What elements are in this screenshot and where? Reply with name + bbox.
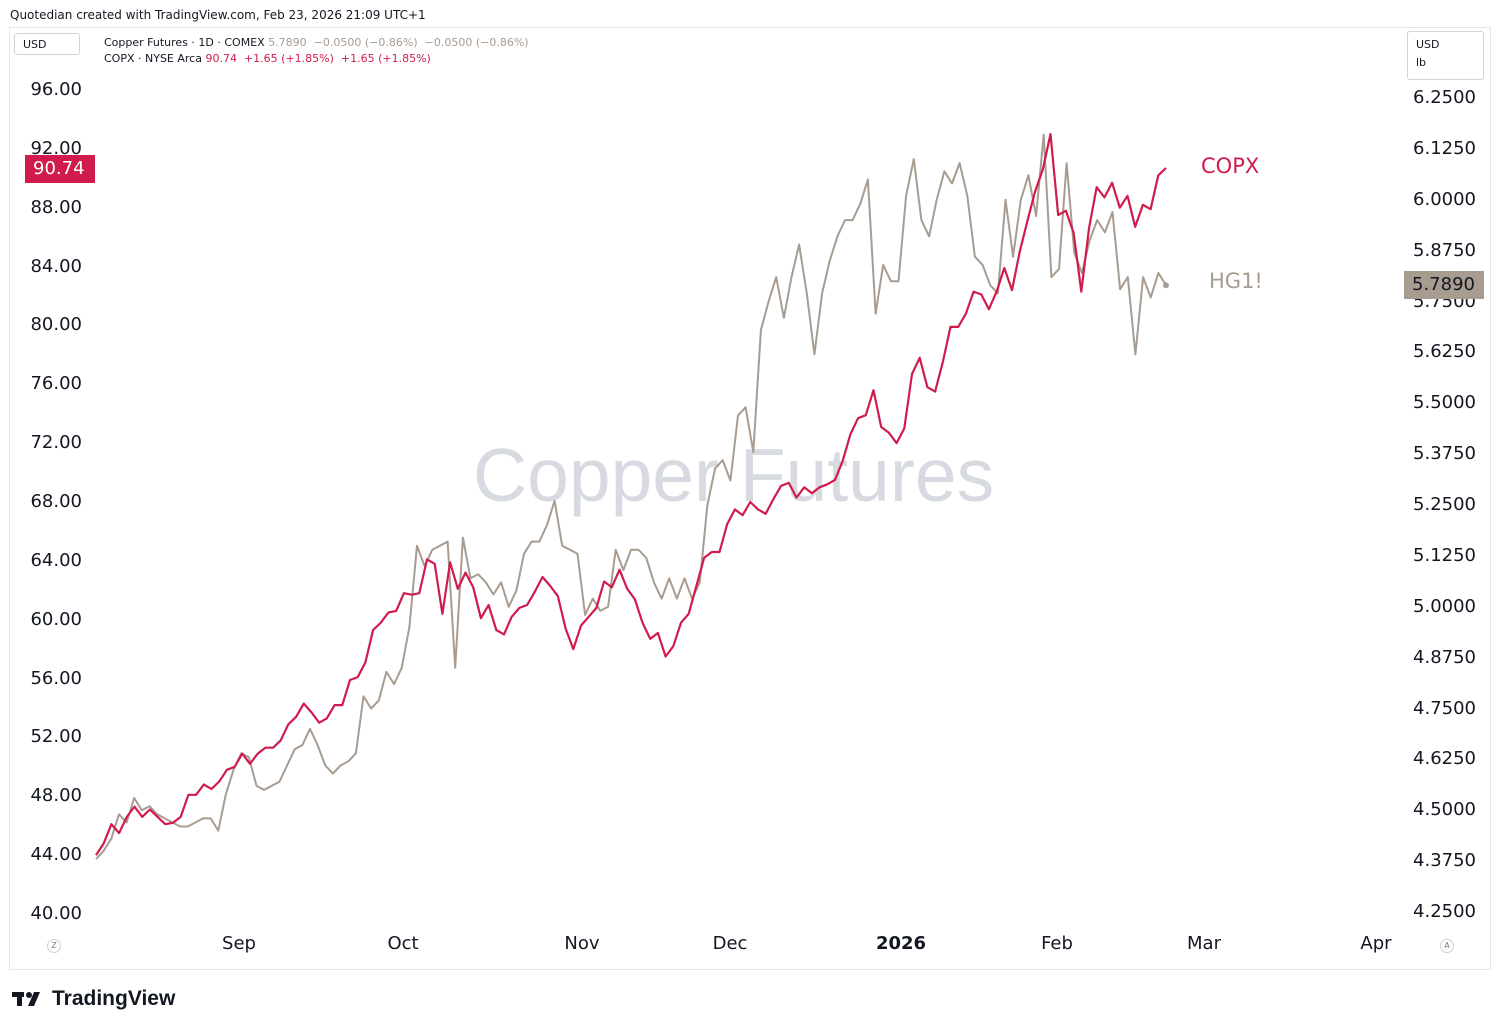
copx-last-price-badge: 90.74 [25, 155, 95, 183]
left-axis-tick: 84.00 [30, 255, 82, 277]
copx-series-line[interactable] [95, 133, 1167, 856]
copx-series-label: COPX [1201, 154, 1260, 178]
right-axis-tick: 5.5000 [1413, 392, 1476, 414]
time-axis-tick: Dec [712, 933, 748, 954]
left-axis-tick: 60.00 [30, 608, 82, 630]
tradingview-logo-text: TradingView [52, 987, 176, 1010]
time-axis-tick: Mar [1187, 933, 1221, 954]
left-axis-tick: 76.00 [30, 373, 82, 395]
left-axis-tick: 72.00 [30, 432, 82, 454]
left-axis-tick: 64.00 [30, 549, 82, 571]
legend-row-copper[interactable]: Copper Futures · 1D · COMEX 5.7890 −0.05… [104, 35, 529, 51]
legend-copper-label: Copper Futures · 1D · COMEX [104, 36, 265, 49]
left-unit-label: USD [23, 38, 47, 51]
right-axis-unit-button[interactable]: USD lb [1407, 31, 1484, 80]
left-axis-tick: 48.00 [30, 785, 82, 807]
time-axis-tick: Oct [387, 933, 419, 954]
time-axis-tick: 2026 [875, 933, 927, 954]
legend-copx-values: 90.74 +1.65 (+1.85%) +1.65 (+1.85%) [205, 52, 431, 65]
log-scale-letter: Z [51, 941, 57, 950]
right-unit-measure: lb [1416, 56, 1427, 69]
right-axis-tick: 4.5000 [1413, 799, 1476, 821]
left-axis-tick: 96.00 [30, 79, 82, 100]
auto-scale-letter: A [1444, 941, 1450, 950]
left-axis-tick: 80.00 [30, 314, 82, 336]
right-axis-tick: 5.3750 [1413, 443, 1476, 465]
right-axis-tick: 4.6250 [1413, 748, 1476, 770]
hg-last-point [1163, 282, 1169, 289]
right-unit-currency: USD [1416, 38, 1440, 51]
legend-copper-values: 5.7890 −0.0500 (−0.86%) −0.0500 (−0.86%) [268, 36, 529, 49]
tradingview-logo-icon [12, 992, 40, 1006]
left-axis-tick: 88.00 [30, 196, 82, 218]
right-axis-tick: 5.0000 [1413, 595, 1476, 617]
right-axis-tick: 5.1250 [1413, 544, 1476, 566]
right-axis-tick: 6.2500 [1413, 87, 1476, 108]
right-axis-tick: 5.2500 [1413, 494, 1476, 515]
left-axis-tick: 44.00 [30, 844, 82, 866]
left-axis-tick: 56.00 [30, 667, 82, 689]
right-axis-tick: 5.8750 [1413, 239, 1476, 261]
left-axis-tick: 40.00 [30, 903, 82, 924]
chart-frame [9, 27, 1491, 970]
legend-row-copx[interactable]: COPX · NYSE Arca 90.74 +1.65 (+1.85%) +1… [104, 51, 529, 67]
hg-series-line[interactable] [95, 133, 1167, 860]
log-scale-toggle[interactable]: Z [47, 939, 61, 953]
time-axis-tick: Sep [222, 933, 256, 954]
left-axis-unit-button[interactable]: USD [14, 33, 80, 55]
tradingview-logo: TradingView [12, 987, 175, 1011]
right-axis-tick: 5.6250 [1413, 341, 1476, 363]
time-axis-tick: Feb [1041, 933, 1073, 954]
right-axis-tick: 6.0000 [1413, 188, 1476, 210]
time-axis-tick: Nov [564, 933, 600, 954]
right-axis-tick: 6.1250 [1413, 137, 1476, 159]
right-axis-tick: 4.3750 [1413, 850, 1476, 872]
right-axis-tick: 4.8750 [1413, 646, 1476, 668]
left-axis-tick: 92.00 [30, 137, 82, 159]
chart-caption: Quotedian created with TradingView.com, … [10, 8, 426, 22]
right-axis-tick: 4.2500 [1413, 901, 1476, 922]
chart-legend[interactable]: Copper Futures · 1D · COMEX 5.7890 −0.05… [104, 35, 529, 67]
legend-copx-label: COPX · NYSE Arca [104, 52, 202, 65]
left-axis-tick: 52.00 [30, 726, 82, 748]
right-axis-tick: 4.7500 [1413, 697, 1476, 719]
left-axis-tick: 68.00 [30, 491, 82, 512]
hg-last-price-badge: 5.7890 [1404, 271, 1484, 299]
hg-series-label: HG1! [1209, 269, 1263, 293]
auto-scale-toggle[interactable]: A [1440, 939, 1454, 953]
time-axis-tick: Apr [1360, 933, 1392, 954]
